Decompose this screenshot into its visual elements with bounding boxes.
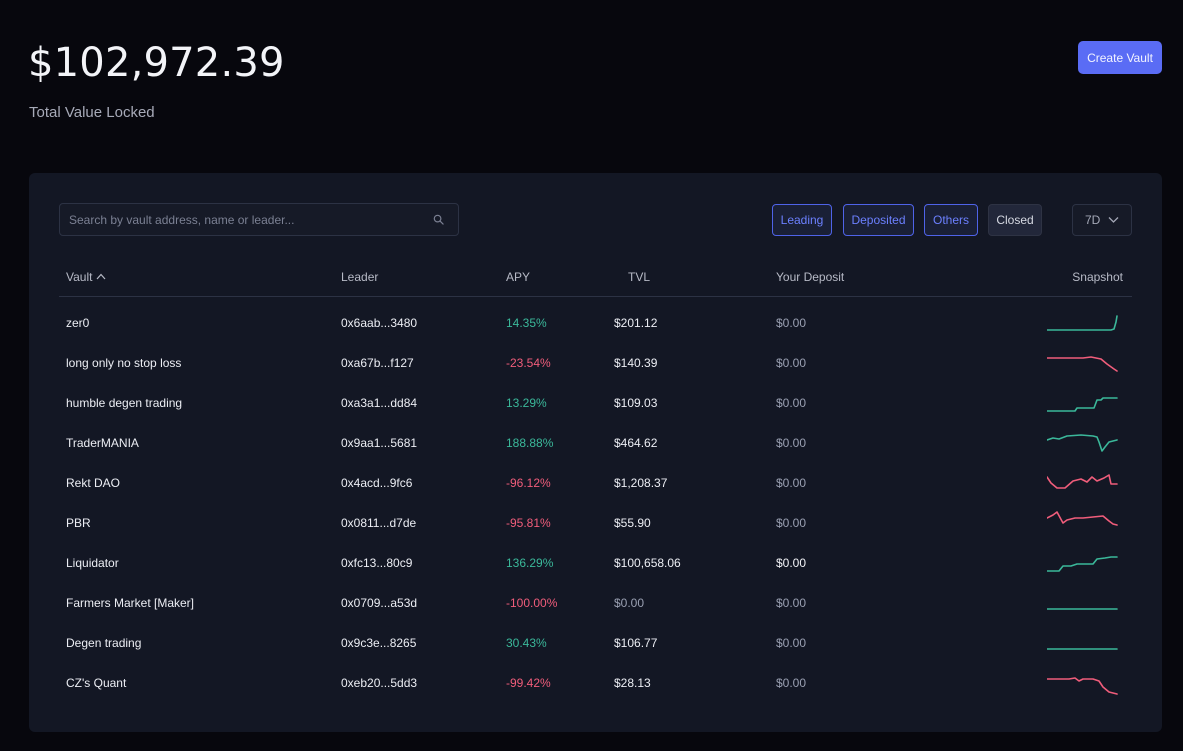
vault-deposit: $0.00 xyxy=(776,556,807,570)
vault-leader[interactable]: 0xfc13...80c9 xyxy=(341,556,413,570)
tvl-label: Total Value Locked xyxy=(29,104,155,121)
vault-name: humble degen trading xyxy=(66,396,183,410)
create-vault-button[interactable]: Create Vault xyxy=(1078,41,1162,74)
column-apy[interactable]: APY xyxy=(506,270,531,284)
table-row[interactable]: long only no stop loss 0xa67b...f127 -23.5… xyxy=(59,342,1132,382)
vault-deposit: $0.00 xyxy=(776,476,807,490)
vault-leader[interactable]: 0x9aa1...5681 xyxy=(341,436,418,450)
vault-deposit: $0.00 xyxy=(776,436,807,450)
vault-name: Rekt DAO xyxy=(66,476,121,490)
vault-apy: 13.29% xyxy=(506,396,547,410)
vault-leader[interactable]: 0xeb20...5dd3 xyxy=(341,676,418,690)
vault-leader[interactable]: 0xa3a1...dd84 xyxy=(341,396,418,410)
table-row[interactable]: PBR 0x0811...d7de -95.81% $55.90 $0.00 xyxy=(59,502,1132,542)
vault-tvl: $106.77 xyxy=(614,636,658,650)
vault-leader[interactable]: 0x0811...d7de xyxy=(341,516,417,530)
filter-others-button[interactable]: Others xyxy=(924,204,978,236)
table-row[interactable]: Degen trading 0x9c3e...8265 30.43% $106.77 $… xyxy=(59,622,1132,662)
filter-closed-button[interactable]: Closed xyxy=(988,204,1042,236)
vault-name: Degen trading xyxy=(66,636,142,650)
vault-name: CZ's Quant xyxy=(66,676,127,690)
vault-apy: 30.43% xyxy=(506,636,547,650)
filter-leading-button[interactable]: Leading xyxy=(772,204,832,236)
snapshot-sparkline xyxy=(1047,397,1118,412)
vault-deposit: $0.00 xyxy=(776,636,807,650)
vault-deposit: $0.00 xyxy=(776,396,807,410)
table-row[interactable]: Liquidator 0xfc13...80c9 136.29% $100,658.0… xyxy=(59,542,1132,582)
vault-tvl: $140.39 xyxy=(614,356,658,370)
column-vault-label: Vault xyxy=(66,270,93,284)
table-row[interactable]: zer0 0x6aab...3480 14.35% $201.12 $0.00 xyxy=(59,302,1132,342)
vault-leader[interactable]: 0x6aab...3480 xyxy=(341,316,418,330)
vault-name: zer0 xyxy=(66,316,90,330)
snapshot-sparkline xyxy=(1047,434,1118,452)
snapshot-sparkline xyxy=(1047,474,1118,489)
table-row[interactable]: TraderMANIA 0x9aa1...5681 188.88% $464.62 $0… xyxy=(59,422,1132,462)
vault-apy: 136.29% xyxy=(506,556,554,570)
snapshot-sparkline xyxy=(1047,556,1118,572)
vault-leader[interactable]: 0x9c3e...8265 xyxy=(341,636,417,650)
vault-tvl: $109.03 xyxy=(614,396,658,410)
vault-apy: 14.35% xyxy=(506,316,547,330)
snapshot-sparkline xyxy=(1047,315,1118,331)
filter-deposited-button[interactable]: Deposited xyxy=(843,204,914,236)
vault-deposit: $0.00 xyxy=(776,356,807,370)
vault-leader[interactable]: 0x0709...a53d xyxy=(341,596,418,610)
vault-apy: -96.12% xyxy=(506,476,551,490)
vault-tvl: $28.13 xyxy=(614,676,651,690)
chevron-down-icon xyxy=(1108,217,1119,223)
table-row[interactable]: humble degen trading 0xa3a1...dd84 13.29% $… xyxy=(59,382,1132,422)
vault-deposit: $0.00 xyxy=(776,676,807,690)
search-icon[interactable] xyxy=(433,214,444,225)
vault-tvl: $201.12 xyxy=(614,316,658,330)
vault-deposit: $0.00 xyxy=(776,596,807,610)
vault-apy: -23.54% xyxy=(506,356,551,370)
table-header: Vault Leader APY TVL Your Deposit Snapsh… xyxy=(59,256,1132,297)
vault-tvl: $100,658.06 xyxy=(614,556,681,570)
vault-deposit: $0.00 xyxy=(776,316,807,330)
vault-apy: -95.81% xyxy=(506,516,551,530)
vault-leader[interactable]: 0xa67b...f127 xyxy=(341,356,414,370)
snapshot-sparkline xyxy=(1047,356,1118,372)
tvl-value: $102,972.39 xyxy=(28,40,285,86)
period-select[interactable]: 7D xyxy=(1072,204,1132,236)
vault-apy: 188.88% xyxy=(506,436,554,450)
sort-ascending-icon xyxy=(97,273,106,280)
snapshot-sparkline xyxy=(1047,648,1118,650)
vault-name: TraderMANIA xyxy=(66,436,139,450)
search-box xyxy=(59,203,459,236)
vault-deposit: $0.00 xyxy=(776,516,807,530)
vaults-panel: Leading Deposited Others Closed 7D Vault… xyxy=(29,173,1162,732)
snapshot-sparkline xyxy=(1047,677,1118,695)
vault-leader[interactable]: 0x4acd...9fc6 xyxy=(341,476,413,490)
vault-name: long only no stop loss xyxy=(66,356,182,370)
search-input[interactable] xyxy=(69,204,419,235)
vault-name: Farmers Market [Maker] xyxy=(66,596,195,610)
vault-tvl: $464.62 xyxy=(614,436,658,450)
column-leader[interactable]: Leader xyxy=(341,270,379,284)
vault-tvl: $1,208.37 xyxy=(614,476,668,490)
snapshot-sparkline xyxy=(1047,608,1118,610)
vault-name: PBR xyxy=(66,516,91,530)
table-row[interactable]: CZ's Quant 0xeb20...5dd3 -99.42% $28.13 $0.0… xyxy=(59,662,1132,702)
vault-name: Liquidator xyxy=(66,556,119,570)
column-tvl[interactable]: TVL xyxy=(628,270,651,284)
vault-tvl: $55.90 xyxy=(614,516,651,530)
snapshot-sparkline xyxy=(1047,511,1118,526)
column-your-deposit[interactable]: Your Deposit xyxy=(776,270,845,284)
vault-tvl: $0.00 xyxy=(614,596,645,610)
vault-apy: -99.42% xyxy=(506,676,551,690)
period-value: 7D xyxy=(1085,213,1101,227)
table-row[interactable]: Farmers Market [Maker] 0x0709...a53d -100.… xyxy=(59,582,1132,622)
column-vault[interactable]: Vault xyxy=(66,270,106,284)
vault-apy: -100.00% xyxy=(506,596,558,610)
table-row[interactable]: Rekt DAO 0x4acd...9fc6 -96.12% $1,208.37 $0.… xyxy=(59,462,1132,502)
column-snapshot: Snapshot xyxy=(1072,270,1123,284)
